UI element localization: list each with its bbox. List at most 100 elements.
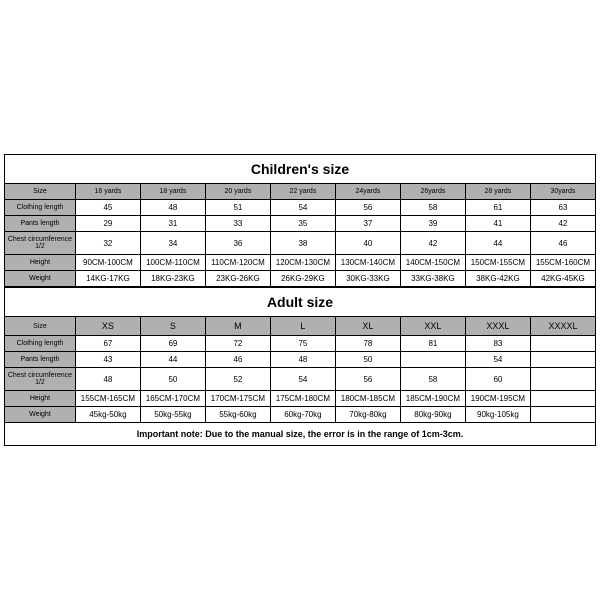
page-container: Children's size Size 16 yards 18 yards 2… — [0, 0, 600, 600]
adult-cell: 46 — [205, 352, 270, 368]
children-cell: 110CM-120CM — [205, 255, 270, 271]
adult-cell: 69 — [140, 336, 205, 352]
adult-cell: 54 — [270, 368, 335, 391]
adult-cell: 170CM-175CM — [205, 391, 270, 407]
adult-cell: 58 — [400, 368, 465, 391]
adult-cell: 75 — [270, 336, 335, 352]
children-col-header: 20 yards — [205, 184, 270, 200]
adult-cell: 52 — [205, 368, 270, 391]
adult-row-label: Weight — [5, 407, 76, 423]
adult-row-label: Clothing length — [5, 336, 76, 352]
children-title: Children's size — [5, 155, 596, 184]
children-cell: 155CM-160CM — [530, 255, 595, 271]
adult-cell: 60kg-70kg — [270, 407, 335, 423]
children-row-label: Pants length — [5, 216, 76, 232]
adult-cell: 54 — [465, 352, 530, 368]
children-cell: 56 — [335, 200, 400, 216]
children-cell: 33 — [205, 216, 270, 232]
adult-cell: 90kg-105kg — [465, 407, 530, 423]
children-col-header: Size — [5, 184, 76, 200]
children-title-row: Children's size — [5, 155, 596, 184]
adult-cell: 43 — [75, 352, 140, 368]
adult-title: Adult size — [5, 288, 596, 317]
children-cell: 130CM-140CM — [335, 255, 400, 271]
children-cell: 26KG-29KG — [270, 271, 335, 287]
children-cell: 45 — [75, 200, 140, 216]
adult-col-header: XL — [335, 317, 400, 336]
adult-col-header: XXL — [400, 317, 465, 336]
adult-cell: 180CM-185CM — [335, 391, 400, 407]
children-cell: 140CM-150CM — [400, 255, 465, 271]
adult-cell: 165CM-170CM — [140, 391, 205, 407]
table-row: Clothing length 45 48 51 54 56 58 61 63 — [5, 200, 596, 216]
table-row: Weight 14KG-17KG 18KG-23KG 23KG-26KG 26K… — [5, 271, 596, 287]
children-cell: 31 — [140, 216, 205, 232]
children-cell: 14KG-17KG — [75, 271, 140, 287]
children-col-header: 18 yards — [140, 184, 205, 200]
note-row: Important note: Due to the manual size, … — [5, 423, 596, 446]
adult-cell: 50 — [335, 352, 400, 368]
table-row: Height 155CM-165CM 165CM-170CM 170CM-175… — [5, 391, 596, 407]
children-col-header: 30yards — [530, 184, 595, 200]
adult-row-label: Chest circumference 1/2 — [5, 368, 76, 391]
children-row-label: Weight — [5, 271, 76, 287]
adult-cell: 175CM-180CM — [270, 391, 335, 407]
children-col-header: 22 yards — [270, 184, 335, 200]
adult-cell: 83 — [465, 336, 530, 352]
table-row: Weight 45kg-50kg 50kg-55kg 55kg-60kg 60k… — [5, 407, 596, 423]
children-cell: 48 — [140, 200, 205, 216]
children-col-header: 28 yards — [465, 184, 530, 200]
children-cell: 32 — [75, 232, 140, 255]
adult-cell — [400, 352, 465, 368]
children-cell: 23KG-26KG — [205, 271, 270, 287]
children-cell: 40 — [335, 232, 400, 255]
children-cell: 39 — [400, 216, 465, 232]
children-cell: 42 — [400, 232, 465, 255]
important-note: Important note: Due to the manual size, … — [5, 423, 596, 446]
adult-cell: 55kg-60kg — [205, 407, 270, 423]
children-size-table: Children's size Size 16 yards 18 yards 2… — [4, 154, 596, 287]
children-cell: 38 — [270, 232, 335, 255]
children-col-header: 24yards — [335, 184, 400, 200]
children-cell: 33KG-38KG — [400, 271, 465, 287]
children-cell: 42KG-45KG — [530, 271, 595, 287]
adult-cell: 70kg-80kg — [335, 407, 400, 423]
adult-col-header: Size — [5, 317, 76, 336]
children-cell: 29 — [75, 216, 140, 232]
children-col-header: 26yards — [400, 184, 465, 200]
children-cell: 36 — [205, 232, 270, 255]
adult-col-header: L — [270, 317, 335, 336]
adult-cell: 56 — [335, 368, 400, 391]
table-row: Chest circumference 1/2 32 34 36 38 40 4… — [5, 232, 596, 255]
table-row: Height 90CM-100CM 100CM-110CM 110CM-120C… — [5, 255, 596, 271]
adult-col-header: XXXL — [465, 317, 530, 336]
adult-cell: 190CM-195CM — [465, 391, 530, 407]
children-cell: 63 — [530, 200, 595, 216]
adult-row-label: Pants length — [5, 352, 76, 368]
adult-cell: 67 — [75, 336, 140, 352]
children-cell: 61 — [465, 200, 530, 216]
children-cell: 18KG-23KG — [140, 271, 205, 287]
children-cell: 38KG-42KG — [465, 271, 530, 287]
children-cell: 90CM-100CM — [75, 255, 140, 271]
adult-cell — [530, 352, 595, 368]
adult-col-header: XS — [75, 317, 140, 336]
adult-col-header: M — [205, 317, 270, 336]
adult-cell: 48 — [75, 368, 140, 391]
table-row: Clothing length 67 69 72 75 78 81 83 — [5, 336, 596, 352]
adult-cell: 60 — [465, 368, 530, 391]
children-cell: 100CM-110CM — [140, 255, 205, 271]
children-row-label: Clothing length — [5, 200, 76, 216]
adult-cell — [530, 391, 595, 407]
adult-cell — [530, 407, 595, 423]
children-cell: 46 — [530, 232, 595, 255]
adult-cell: 45kg-50kg — [75, 407, 140, 423]
children-cell: 42 — [530, 216, 595, 232]
adult-col-header: XXXXL — [530, 317, 595, 336]
children-row-label: Chest circumference 1/2 — [5, 232, 76, 255]
adult-cell: 185CM-190CM — [400, 391, 465, 407]
adult-cell: 44 — [140, 352, 205, 368]
children-cell: 41 — [465, 216, 530, 232]
children-cell: 150CM-155CM — [465, 255, 530, 271]
table-row: Pants length 29 31 33 35 37 39 41 42 — [5, 216, 596, 232]
